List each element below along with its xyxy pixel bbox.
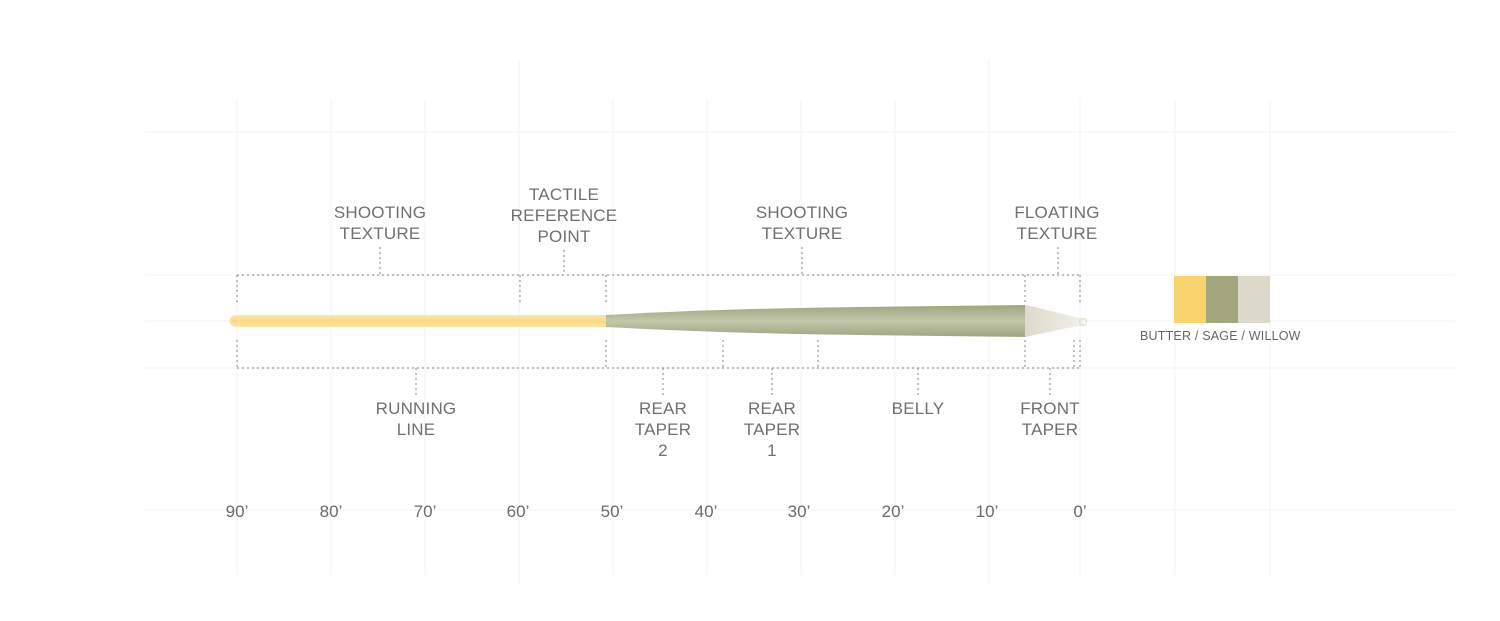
shooting-head [606, 305, 1025, 337]
label-shooting-texture-left: SHOOTING TEXTURE [333, 203, 427, 243]
rear-loop [229, 315, 241, 327]
label-rear-taper-1: REAR TAPER 1 [743, 399, 801, 460]
label-tactile-reference-point: TACTILE REFERENCE POINT [510, 185, 618, 246]
front-taper-tip [1025, 305, 1084, 337]
running-line [231, 315, 608, 327]
axis-tick-20: 20’ [881, 502, 905, 521]
axis-tick-10: 10’ [975, 502, 999, 521]
axis-tick-40: 40’ [694, 502, 718, 521]
tip-loop [1078, 317, 1088, 327]
axis-tick-90: 90’ [225, 502, 249, 521]
swatch-sage [1206, 276, 1238, 323]
label-running-line: RUNNING LINE [375, 399, 457, 439]
swatch-butter [1174, 276, 1206, 323]
label-rear-taper-2: REAR TAPER 2 [634, 399, 692, 460]
top-brackets [236, 247, 1081, 303]
axis-tick-60: 60’ [506, 502, 530, 521]
swatch-willow [1238, 276, 1270, 323]
axis-tick-50: 50’ [600, 502, 624, 521]
axis-tick-30: 30’ [787, 502, 811, 521]
label-belly: BELLY [891, 399, 945, 418]
label-floating-texture: FLOATING TEXTURE [1014, 203, 1100, 243]
legend-label: BUTTER / SAGE / WILLOW [1140, 329, 1301, 343]
label-front-taper: FRONT TAPER [1020, 399, 1080, 439]
bottom-brackets [236, 340, 1081, 395]
axis-tick-0: 0’ [1073, 502, 1087, 521]
axis-tick-80: 80’ [319, 502, 343, 521]
label-shooting-texture-right: SHOOTING TEXTURE [755, 203, 849, 243]
axis-tick-70: 70’ [413, 502, 437, 521]
fly-line [229, 305, 1088, 337]
